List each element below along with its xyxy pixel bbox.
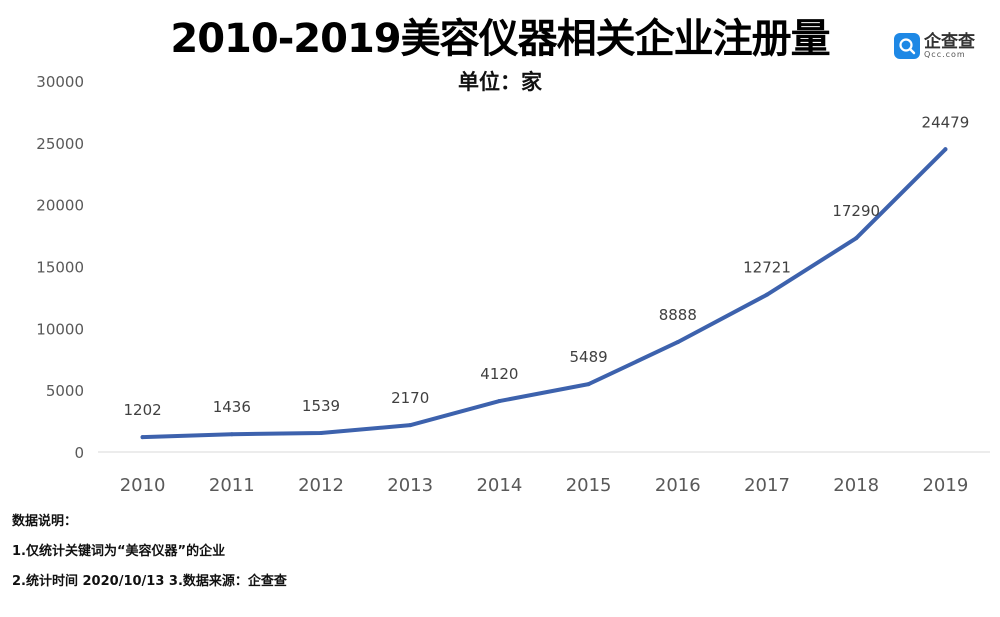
y-tick-label: 5000 bbox=[46, 382, 84, 400]
y-tick-label: 25000 bbox=[36, 135, 84, 153]
series-line bbox=[140, 147, 948, 440]
qcc-logo: 企查查 Qcc.com bbox=[894, 28, 975, 64]
x-tick-label: 2019 bbox=[922, 475, 968, 496]
data-label: 4120 bbox=[480, 365, 518, 383]
y-tick-label: 20000 bbox=[36, 197, 84, 215]
x-tick-label: 2012 bbox=[298, 475, 344, 496]
note-heading: 数据说明： bbox=[12, 514, 78, 529]
y-tick-label: 10000 bbox=[36, 320, 84, 338]
data-point bbox=[497, 399, 502, 404]
data-point bbox=[765, 292, 769, 297]
qcc-logo-icon bbox=[894, 33, 920, 59]
data-label: 8888 bbox=[659, 306, 697, 324]
data-point bbox=[854, 236, 859, 241]
data-point bbox=[319, 430, 323, 435]
y-tick-label: 15000 bbox=[36, 259, 84, 277]
note-2: 2.统计时间 2020/10/13 3.数据来源：企查查 bbox=[12, 574, 287, 589]
data-label: 5489 bbox=[570, 348, 608, 366]
x-tick-label: 2013 bbox=[387, 475, 433, 496]
data-point bbox=[675, 340, 680, 345]
data-point bbox=[408, 423, 413, 428]
data-label: 2170 bbox=[391, 389, 429, 407]
x-tick-label: 2011 bbox=[209, 475, 255, 496]
y-tick-label: 0 bbox=[74, 444, 84, 462]
data-point bbox=[229, 432, 234, 437]
logo-name: 企查查 bbox=[924, 31, 975, 52]
data-label: 1436 bbox=[213, 398, 251, 416]
data-label: 24479 bbox=[922, 113, 970, 131]
x-tick-label: 2010 bbox=[120, 475, 166, 496]
note-1: 1.仅统计关键词为“美容仪器”的企业 bbox=[12, 544, 226, 559]
data-notes: 数据说明： 1.仅统计关键词为“美容仪器”的企业 2.统计时间 2020/10/… bbox=[12, 514, 287, 604]
x-tick-label: 2018 bbox=[833, 475, 879, 496]
chart-title: 2010-2019美容仪器相关企业注册量 bbox=[170, 16, 830, 62]
data-label: 1202 bbox=[124, 401, 162, 419]
y-tick-label: 30000 bbox=[36, 73, 84, 91]
x-tick-label: 2014 bbox=[476, 475, 522, 496]
data-point bbox=[943, 147, 948, 152]
data-label: 12721 bbox=[743, 259, 791, 277]
logo-sub: Qcc.com bbox=[924, 49, 966, 59]
data-point bbox=[586, 382, 591, 387]
data-point bbox=[140, 435, 145, 440]
chart-subtitle: 单位：家 bbox=[458, 70, 542, 94]
x-tick-label: 2016 bbox=[655, 475, 701, 496]
data-label: 17290 bbox=[832, 202, 880, 220]
x-tick-label: 2015 bbox=[566, 475, 612, 496]
x-tick-label: 2017 bbox=[744, 475, 790, 496]
data-label: 1539 bbox=[302, 397, 340, 415]
